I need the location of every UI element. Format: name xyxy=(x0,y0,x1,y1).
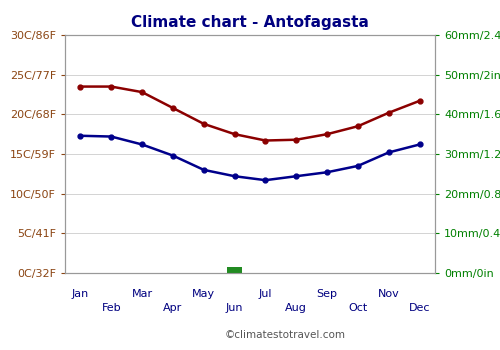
Text: ©climatestotravel.com: ©climatestotravel.com xyxy=(225,329,346,340)
Text: Aug: Aug xyxy=(286,303,307,313)
Text: Nov: Nov xyxy=(378,289,400,299)
Title: Climate chart - Antofagasta: Climate chart - Antofagasta xyxy=(131,15,369,30)
Text: Jan: Jan xyxy=(72,289,89,299)
Text: May: May xyxy=(192,289,216,299)
Text: Feb: Feb xyxy=(102,303,121,313)
Bar xyxy=(227,267,242,273)
Text: Apr: Apr xyxy=(164,303,182,313)
Text: Jun: Jun xyxy=(226,303,244,313)
Text: Jul: Jul xyxy=(258,289,272,299)
Legend: Prec, Min, Max: Prec, Min, Max xyxy=(64,345,244,350)
Text: Oct: Oct xyxy=(348,303,368,313)
Text: Mar: Mar xyxy=(132,289,152,299)
Text: Dec: Dec xyxy=(409,303,430,313)
Text: Sep: Sep xyxy=(316,289,338,299)
